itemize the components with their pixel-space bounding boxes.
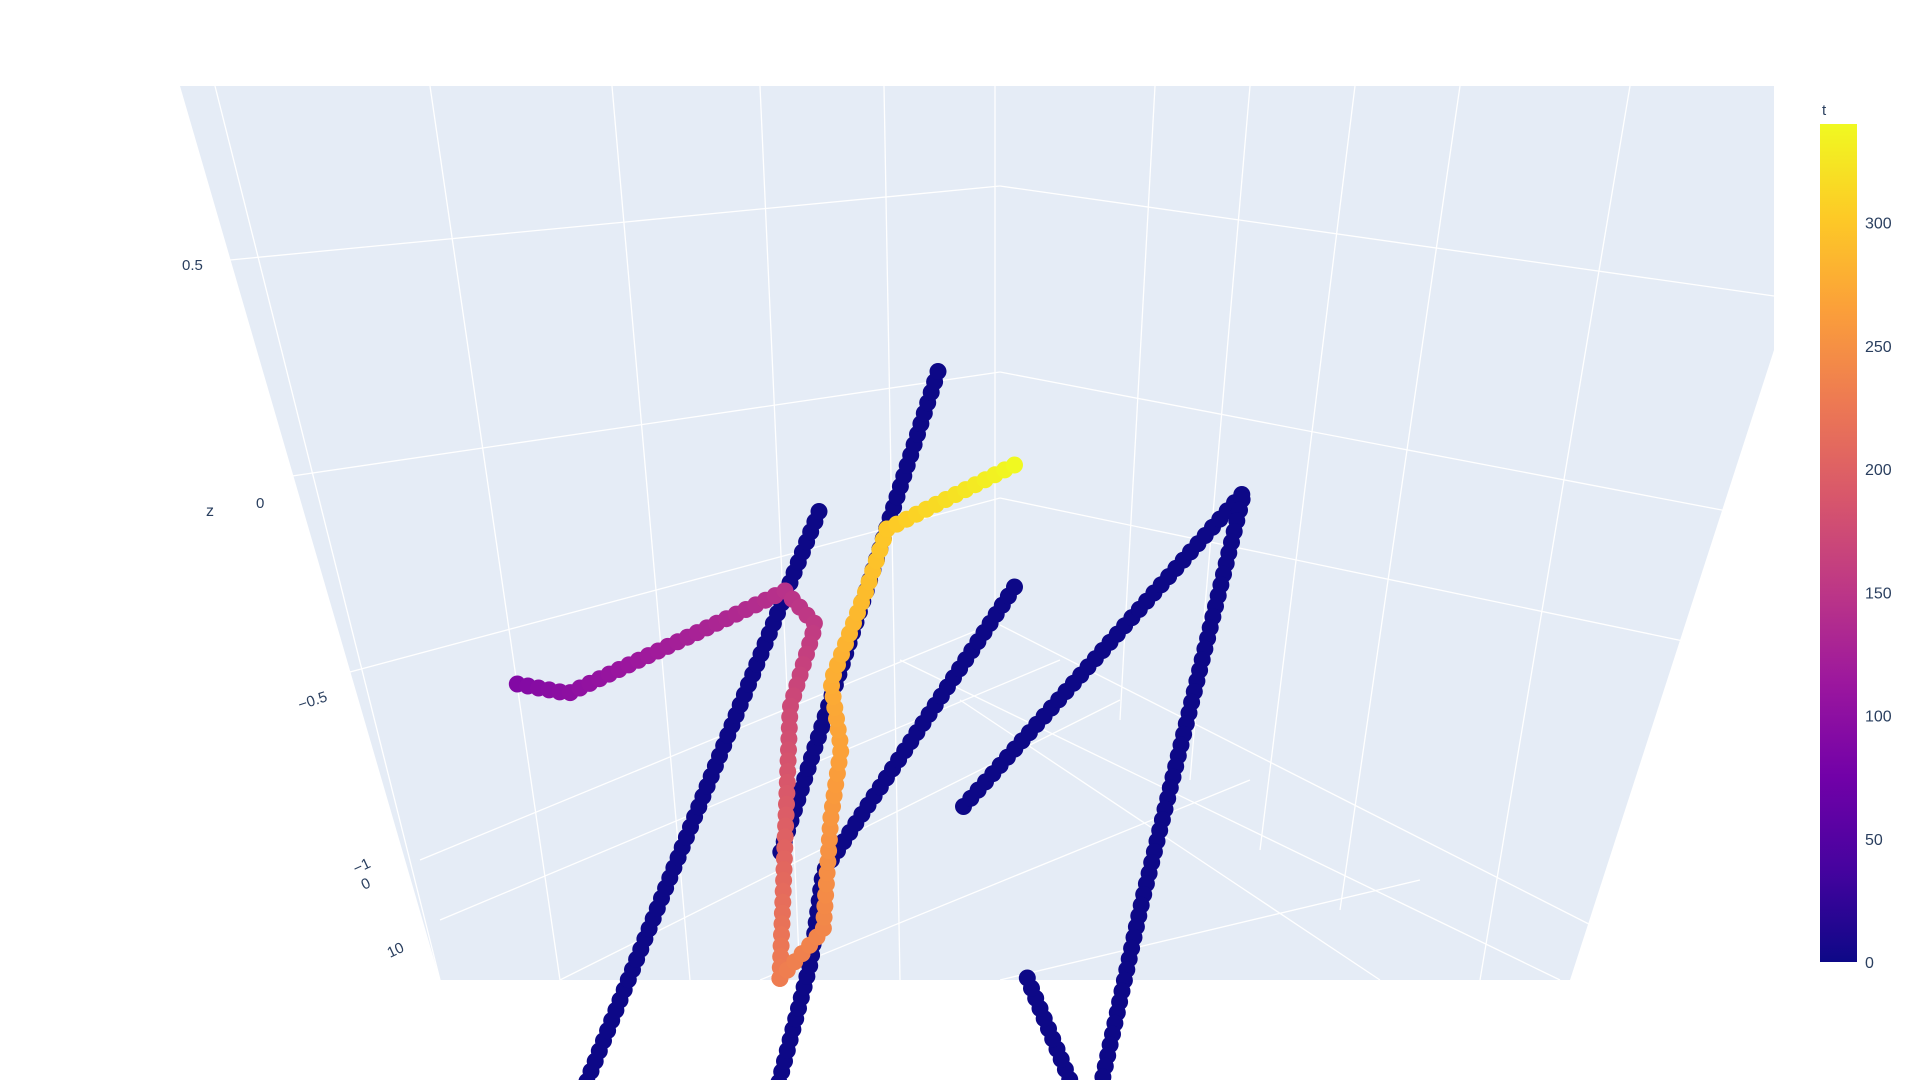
grid-line-floor-6 <box>899 659 1561 981</box>
colorbar-tick-3: 150 <box>1865 585 1892 602</box>
colorbar: t 0 50 100 150 200 250 300 <box>1820 102 1892 972</box>
grid-line-back-h-0 <box>229 185 1001 261</box>
marker-point <box>1006 578 1023 596</box>
grid-line-v-1 <box>429 85 561 981</box>
colorbar-tick-1: 50 <box>1865 832 1883 849</box>
x-tick-label-0: 0 <box>359 875 374 894</box>
grid-line-side-h-1 <box>999 371 1775 521</box>
colorbar-ticks: 0 50 100 150 200 250 300 <box>1865 216 1892 972</box>
marker-point <box>810 503 828 520</box>
x-tick-label-10: 10 <box>385 939 407 961</box>
grid-line-floor-1 <box>439 659 1061 921</box>
marker-point <box>1018 969 1036 987</box>
colorbar-tick-0: 0 <box>1865 955 1874 972</box>
data-markers <box>508 363 1251 1080</box>
colorbar-bar <box>1820 124 1857 962</box>
z-axis-title: z <box>206 503 214 520</box>
grid-line-v-10 <box>1479 85 1631 981</box>
marker-point <box>1006 456 1023 474</box>
grid-line-floor-7 <box>959 699 1381 981</box>
z-tick-label-0-5: 0.5 <box>182 257 203 274</box>
marker-point <box>1094 1068 1112 1080</box>
colorbar-tick-5: 250 <box>1865 339 1892 356</box>
grid-line-side-h-2 <box>999 497 1775 661</box>
grid-line-v-8 <box>1259 85 1356 851</box>
colorbar-tick-6: 300 <box>1865 216 1892 233</box>
colorbar-tick-4: 200 <box>1865 462 1892 479</box>
z-tick-label-neg-0-5: −0.5 <box>296 688 329 713</box>
grid-line-floor-4 <box>999 879 1421 981</box>
colorbar-tick-2: 100 <box>1865 709 1892 726</box>
colorbar-title: t <box>1822 102 1827 119</box>
grid-line-back-h-1 <box>264 371 1001 481</box>
grid-line-floor-0 <box>419 624 991 861</box>
scene-background <box>180 86 1774 980</box>
grid-line-v-9 <box>1339 85 1461 911</box>
x-tick-label-neg-1: −1 <box>351 855 374 878</box>
z-tick-label-0: 0 <box>256 495 264 512</box>
grid-line-floor-5 <box>999 624 1641 951</box>
grid-line-v-2 <box>611 85 691 981</box>
grid-line-side-h-0 <box>999 185 1775 297</box>
marker-point <box>929 363 947 380</box>
grid-line-v-0 <box>214 85 441 981</box>
